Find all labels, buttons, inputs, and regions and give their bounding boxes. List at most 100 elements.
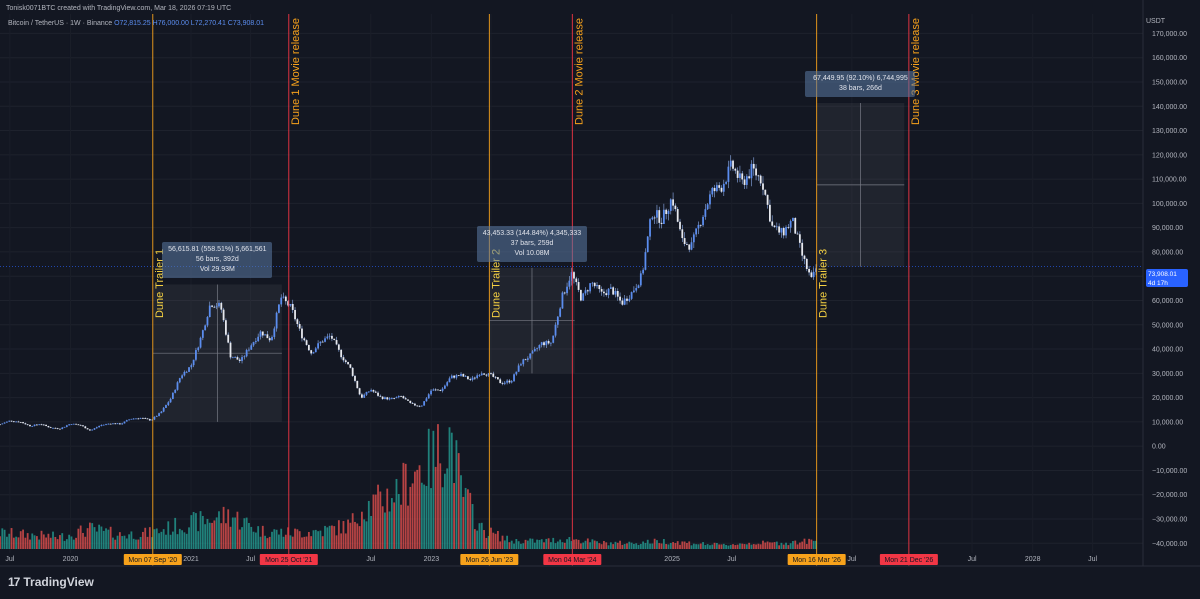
volume-bar: [437, 424, 439, 549]
volume-bar: [780, 542, 783, 549]
price-tick-label: 50,000.00: [1152, 322, 1183, 329]
candle-body: [61, 427, 64, 430]
chart-header: Tonisk0071BTC created with TradingView.c…: [6, 5, 232, 12]
volume-bar: [665, 543, 668, 549]
volume-bar: [667, 544, 670, 549]
candle-body: [374, 391, 377, 393]
time-tick-label: Jul: [968, 556, 977, 563]
volume-bar: [72, 539, 75, 549]
candle-body: [257, 336, 260, 342]
volume-bar: [22, 529, 24, 549]
volume-bar: [628, 541, 631, 549]
candle-body: [68, 424, 71, 426]
time-tick-label: 2025: [664, 556, 680, 563]
candle-body: [538, 345, 541, 349]
currency-label[interactable]: USDT: [1146, 18, 1166, 25]
volume-bar: [704, 545, 707, 549]
volume-bar: [250, 526, 253, 549]
volume-bar: [379, 491, 382, 549]
measure-label[interactable]: 67,449.95 (92.10%) 6,744,995 38 bars, 266…: [805, 70, 916, 97]
price-tick-label: 150,000.00: [1152, 79, 1187, 86]
candle-body: [38, 424, 41, 426]
volume-bar: [171, 531, 174, 549]
volume-bar: [63, 540, 66, 549]
candle-body: [628, 298, 631, 301]
volume-bar: [8, 533, 11, 549]
volume-bar: [102, 530, 105, 549]
volume-bar: [47, 533, 50, 549]
volume-bar: [165, 534, 167, 549]
volume-bar: [662, 539, 665, 549]
candle-body: [271, 336, 273, 341]
volume-bar: [121, 536, 124, 549]
candle-body: [554, 324, 557, 336]
candle-body: [582, 293, 585, 301]
volume-bar: [381, 506, 384, 549]
volume-bar: [614, 541, 617, 549]
event-date-badge: [879, 554, 938, 565]
time-tick-label: Jul: [727, 556, 736, 563]
candle-body: [328, 335, 331, 337]
tradingview-logo-icon: 17: [8, 575, 20, 589]
volume-bar: [709, 545, 711, 549]
candle-body: [390, 398, 393, 399]
candle-body: [102, 424, 105, 426]
candle-body: [10, 420, 13, 422]
volume-bar: [374, 494, 377, 549]
volume-bar: [453, 482, 456, 549]
volume-bar: [402, 462, 405, 549]
candle-body: [22, 422, 24, 424]
volume-bar: [372, 494, 375, 549]
current-price-value: 73,908.01: [1148, 271, 1177, 278]
candle-body: [503, 382, 506, 384]
volume-bar: [739, 543, 741, 549]
volume-bar: [644, 542, 647, 549]
measure-label[interactable]: 43,453.33 (144.84%) 4,345,333 37 bars, 25…: [476, 225, 587, 262]
candle-body: [471, 377, 474, 380]
volume-bar: [508, 542, 511, 549]
volume-bar: [785, 542, 787, 549]
candle-body: [667, 210, 670, 214]
candle-body: [702, 216, 704, 226]
candle-body: [446, 382, 449, 386]
time-tick-label: 2023: [424, 556, 440, 563]
price-tick-label: 20,000.00: [1152, 395, 1183, 402]
volume-bar: [473, 529, 476, 549]
candle-body: [358, 388, 361, 395]
volume-bar: [520, 543, 522, 549]
candle-body: [211, 305, 213, 307]
volume-bar: [545, 538, 548, 549]
candle-body: [699, 224, 702, 226]
candle-body: [556, 316, 559, 325]
ohlc-open: O72,815.25: [114, 20, 151, 27]
volume-bar: [727, 545, 730, 549]
volume-bar: [6, 536, 8, 549]
candle-body: [227, 334, 230, 343]
volume-bar: [266, 538, 269, 549]
volume-bar: [803, 538, 806, 549]
candle-body: [26, 424, 29, 426]
candle-body: [197, 347, 200, 351]
volume-bar: [218, 511, 220, 549]
candle-body: [552, 335, 555, 343]
volume-bar: [132, 538, 135, 549]
volume-bar: [142, 531, 144, 549]
candle-body: [404, 398, 407, 400]
candle-body: [683, 238, 686, 245]
candle-body: [310, 350, 313, 354]
candle-body: [612, 287, 615, 295]
candle-body: [646, 236, 649, 253]
volume-bar: [61, 533, 64, 549]
tradingview-logo[interactable]: 17 TradingView: [8, 575, 94, 589]
candle-body: [501, 383, 504, 384]
candle-body: [605, 293, 608, 296]
event-date-label: Mon 07 Sep '20: [128, 557, 177, 564]
measure-label[interactable]: 56,615.81 (558.51%) 5,661,561 56 bars, 39…: [162, 242, 273, 279]
candle-body: [291, 303, 294, 310]
candle-body: [342, 357, 345, 361]
volume-bar: [750, 544, 753, 549]
candle-body: [77, 424, 80, 426]
candle-body: [550, 342, 552, 344]
candle-body: [238, 359, 241, 361]
